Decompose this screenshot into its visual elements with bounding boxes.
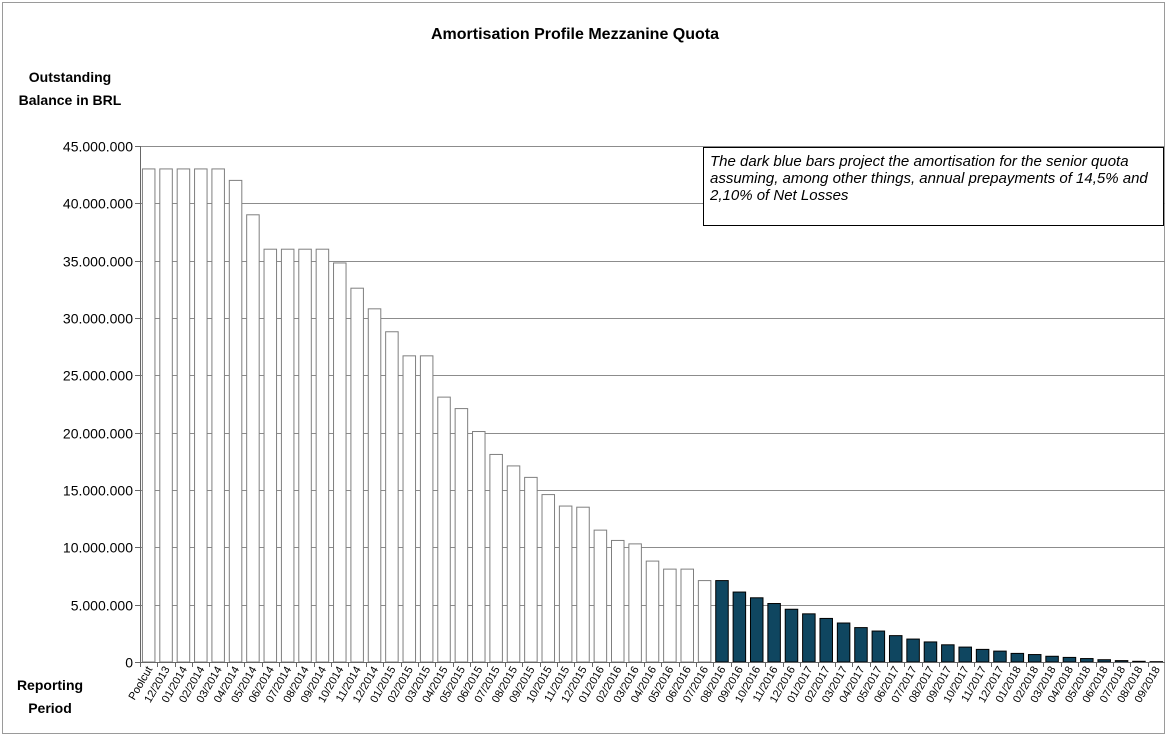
x-axis-ticks: Poolcut12/201301/201402/201403/201404/20… [127,662,1163,705]
x-axis-label-line-1: Reporting [17,677,83,693]
actual-bar [298,248,312,663]
projected-bar [1080,658,1094,663]
projected-bar [1045,655,1059,663]
actual-bar [194,168,208,663]
projected-bar [906,638,920,663]
y-tick-label: 30.000.000 [63,311,133,327]
annotation-box: The dark blue bars project the amortisat… [703,147,1164,226]
projected-bar [836,622,851,663]
actual-bar [454,408,469,663]
actual-bar [419,355,434,663]
actual-bar [350,287,364,663]
axes [140,146,1165,663]
actual-bar [489,453,503,663]
actual-bar [628,543,642,663]
bar-series [141,168,1164,663]
actual-bar [437,396,451,663]
y-tick-label: 40.000.000 [63,196,133,212]
actual-bar [315,248,330,663]
projected-bar [854,627,868,663]
actual-bar [159,168,173,663]
y-tick-label: 10.000.000 [63,540,133,556]
y-axis-label-line-1: Outstanding [29,69,111,85]
projected-bar [1114,660,1129,663]
projected-bar [1062,656,1077,663]
y-axis-label-line-2: Balance in BRL [19,92,122,108]
actual-bar [576,506,590,663]
actual-bar [645,560,660,663]
projected-bar [819,617,833,663]
y-tick-label: 0 [125,655,133,671]
projected-bar [749,597,764,663]
projected-bar [802,613,816,663]
actual-bar [263,248,278,663]
projected-bar [767,603,781,663]
actual-bar [541,494,556,663]
chart-title: Amortisation Profile Mezzanine Quota [431,26,719,43]
projected-bar [975,648,990,663]
actual-bar [593,529,608,663]
projected-bar [1027,654,1042,663]
y-tick-label: 5.000.000 [71,598,133,614]
y-tick-label: 25.000.000 [63,368,133,384]
actual-bar [246,214,260,663]
actual-bar [385,331,399,663]
projected-bar [715,580,729,663]
actual-bar [611,539,625,663]
actual-bar [558,505,573,663]
projected-bar [923,641,938,663]
y-tick-label: 45.000.000 [63,139,133,155]
projected-bar [871,630,886,663]
projected-bar [941,644,955,663]
actual-bar [141,168,156,663]
actual-bar [176,168,191,663]
projected-bar [1132,660,1146,663]
y-tick-label: 35.000.000 [63,254,133,270]
actual-bar [211,168,225,663]
actual-bar [228,179,243,663]
projected-bar [1010,652,1025,663]
projected-bar [784,608,799,663]
y-tick-label: 15.000.000 [63,483,133,499]
actual-bar [280,248,295,663]
actual-bar [697,580,712,663]
y-axis-ticks: 0 5.000.000 10.000.000 15.000.000 20.000.000… [63,139,140,671]
actual-bar [506,465,521,663]
actual-bar [333,262,347,663]
actual-bar [663,568,677,663]
projected-bar [993,650,1007,663]
actual-bar [367,308,382,663]
x-axis-label-line-2: Period [28,700,72,716]
projected-bar [958,646,972,663]
projected-bar [732,591,747,663]
actual-bar [402,355,417,663]
actual-bar [680,568,694,663]
projected-bar [1097,659,1111,663]
actual-bar [472,431,486,663]
projected-bar [888,635,903,663]
actual-bar [524,476,538,663]
y-tick-label: 20.000.000 [63,426,133,442]
